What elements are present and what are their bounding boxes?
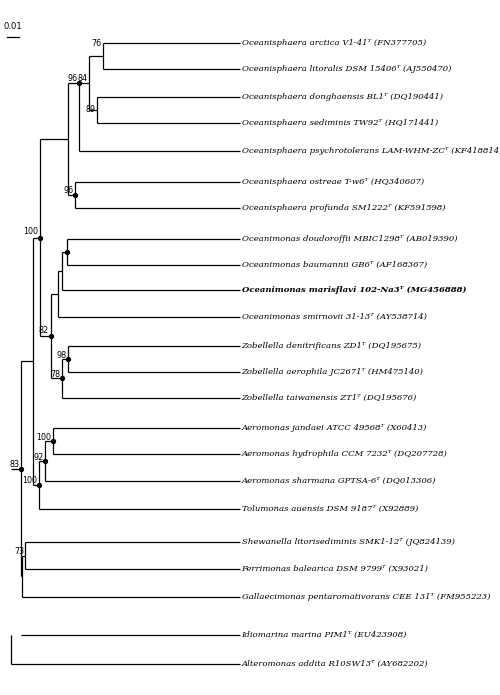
Text: 100: 100 [22, 477, 38, 486]
Text: Shewanella litorisediminis SMK1-12ᵀ (JQ824139): Shewanella litorisediminis SMK1-12ᵀ (JQ8… [242, 539, 454, 546]
Text: 89: 89 [86, 105, 96, 114]
Text: Idiomarina marina PIM1ᵀ (EU423908): Idiomarina marina PIM1ᵀ (EU423908) [242, 631, 407, 639]
Text: Oceanisphaera sediminis TW92ᵀ (HQ171441): Oceanisphaera sediminis TW92ᵀ (HQ171441) [242, 119, 438, 126]
Text: Ferrimonas balearica DSM 9799ᵀ (X93021): Ferrimonas balearica DSM 9799ᵀ (X93021) [242, 565, 428, 573]
Text: 73: 73 [14, 547, 24, 556]
Text: Zobellella aerophila JC2671ᵀ (HM475140): Zobellella aerophila JC2671ᵀ (HM475140) [242, 368, 424, 375]
Text: Oceanisphaera arctica V1-41ᵀ (FN377705): Oceanisphaera arctica V1-41ᵀ (FN377705) [242, 39, 426, 47]
Text: Oceanisphaera donghaensis BL1ᵀ (DQ190441): Oceanisphaera donghaensis BL1ᵀ (DQ190441… [242, 93, 442, 101]
Text: 96: 96 [64, 186, 74, 195]
Text: Alteromonas addita R10SW13ᵀ (AY682202): Alteromonas addita R10SW13ᵀ (AY682202) [242, 660, 428, 667]
Text: Oceanimonas marisflavi 102-Na3ᵀ (MG456888): Oceanimonas marisflavi 102-Na3ᵀ (MG45688… [242, 286, 466, 294]
Text: Oceanimonas smirnovii 31-13ᵀ (AY538714): Oceanimonas smirnovii 31-13ᵀ (AY538714) [242, 313, 426, 320]
Text: Aeromonas sharmana GPTSA-6ᵀ (DQ013306): Aeromonas sharmana GPTSA-6ᵀ (DQ013306) [242, 477, 436, 484]
Text: Oceanisphaera profunda SM1222ᵀ (KF591598): Oceanisphaera profunda SM1222ᵀ (KF591598… [242, 204, 445, 212]
Text: Gallaecimonas pentaromativorans CEE 131ᵀ (FM955223): Gallaecimonas pentaromativorans CEE 131ᵀ… [242, 593, 490, 600]
Text: Aeromonas hydrophila CCM 7232ᵀ (DQ207728): Aeromonas hydrophila CCM 7232ᵀ (DQ207728… [242, 450, 448, 458]
Text: Tolumonas auensis DSM 9187ᵀ (X92889): Tolumonas auensis DSM 9187ᵀ (X92889) [242, 505, 418, 512]
Text: 92: 92 [34, 452, 43, 461]
Text: Oceanimonas doudoroffii MBIC1298ᵀ (AB019390): Oceanimonas doudoroffii MBIC1298ᵀ (AB019… [242, 235, 457, 243]
Text: 82: 82 [39, 325, 49, 334]
Text: Zobellella denitrificans ZD1ᵀ (DQ195675): Zobellella denitrificans ZD1ᵀ (DQ195675) [242, 342, 422, 350]
Text: 100: 100 [23, 227, 38, 236]
Text: 100: 100 [36, 433, 51, 442]
Text: 96: 96 [68, 74, 78, 83]
Text: Zobellella taiwanensis ZT1ᵀ (DQ195676): Zobellella taiwanensis ZT1ᵀ (DQ195676) [242, 394, 417, 402]
Text: Oceanisphaera psychrotolerans LAM-WHM-ZCᵀ (KF418814): Oceanisphaera psychrotolerans LAM-WHM-ZC… [242, 147, 500, 155]
Text: 98: 98 [56, 350, 66, 359]
Text: Oceanisphaera ostreae T-w6ᵀ (HQ340607): Oceanisphaera ostreae T-w6ᵀ (HQ340607) [242, 178, 424, 186]
Text: 0.01: 0.01 [4, 22, 22, 31]
Text: 83: 83 [9, 459, 19, 468]
Text: Oceanimonas baumannii GB6ᵀ (AF168367): Oceanimonas baumannii GB6ᵀ (AF168367) [242, 261, 427, 269]
Text: Oceanisphaera litoralis DSM 15406ᵀ (AJ550470): Oceanisphaera litoralis DSM 15406ᵀ (AJ55… [242, 65, 451, 73]
Text: 84: 84 [78, 74, 88, 83]
Text: 76: 76 [91, 39, 102, 48]
Text: 78: 78 [51, 370, 61, 379]
Text: Aeromonas jandaei ATCC 49568ᵀ (X60413): Aeromonas jandaei ATCC 49568ᵀ (X60413) [242, 424, 427, 432]
